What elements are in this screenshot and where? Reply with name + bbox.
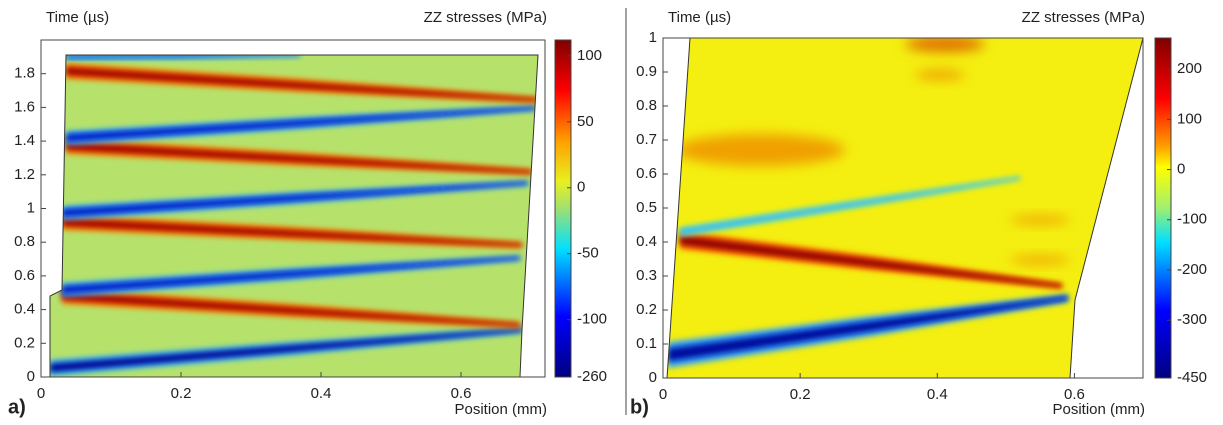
heatmap-field — [49, 54, 539, 378]
x-tick-label: 0 — [659, 386, 667, 403]
colorbar — [554, 39, 572, 378]
stress-band-core — [66, 67, 538, 102]
colorbar — [1154, 37, 1172, 379]
field-background — [50, 55, 538, 377]
colorbar-tick-label: 0 — [1177, 161, 1185, 178]
y-tick-label: 0.4 — [14, 301, 35, 318]
x-axis-label: Position (mm) — [454, 401, 547, 418]
x-tick-label: 0.4 — [311, 385, 332, 402]
stress-band-core — [62, 256, 520, 294]
y-tick-label: 1 — [27, 199, 35, 216]
x-tick-label: 0.4 — [927, 386, 948, 403]
y-tick-label: 0.3 — [636, 267, 657, 284]
x-axis-label: Position (mm) — [1052, 401, 1145, 418]
colorbar-tick-label: -50 — [577, 245, 599, 262]
stress-band-core — [62, 292, 520, 327]
y-tick-label: 1.4 — [14, 132, 35, 149]
y-tick-label: 0.4 — [636, 233, 657, 250]
stress-band-core — [668, 296, 1068, 362]
y-tick-label: 0.8 — [14, 233, 35, 250]
colorbar-tick-label: 100 — [1177, 110, 1202, 127]
panel-label: a) — [8, 396, 26, 418]
stress-band-core — [680, 235, 1062, 288]
stress-band-core — [66, 142, 532, 174]
stress-band-core — [62, 181, 528, 217]
stress-band-core — [62, 218, 522, 247]
y-tick-label: 0 — [27, 368, 35, 385]
colorbar-tick-label: -260 — [577, 368, 607, 385]
field-outline — [49, 54, 539, 378]
y-tick-label: 0.1 — [636, 335, 657, 352]
y-tick-label: 1.6 — [14, 98, 35, 115]
stress-blob — [905, 38, 985, 52]
field-background — [667, 38, 1143, 378]
x-tick-label: 0 — [37, 385, 45, 402]
colorbar-tick-label: 100 — [577, 47, 602, 64]
y-tick-label: 1.8 — [14, 65, 35, 82]
y-tick-label: 0.9 — [636, 63, 657, 80]
stress-blob — [1010, 256, 1070, 264]
y-tick-label: 1.2 — [14, 166, 35, 183]
stress-blob — [1010, 216, 1070, 224]
colorbar-tick-label: -450 — [1177, 369, 1207, 386]
y-tick-label: 0.2 — [636, 301, 657, 318]
colorbar-label: ZZ stresses (MPa) — [424, 9, 547, 26]
y-tick-label: 0.2 — [14, 334, 35, 351]
stress-blob — [915, 70, 965, 80]
y-tick-label: 0.6 — [14, 267, 35, 284]
stress-band-core — [66, 106, 536, 142]
colorbar-tick-label: -200 — [1177, 261, 1207, 278]
y-tick-label: 1 — [649, 29, 657, 46]
colorbar-tick-label: 0 — [577, 179, 585, 196]
colorbar-tick-label: 200 — [1177, 60, 1202, 77]
colorbar-tick-label: -300 — [1177, 311, 1207, 328]
stress-blob — [675, 134, 845, 166]
heatmap-field — [666, 37, 1144, 379]
x-tick-label: 0.6 — [451, 385, 472, 402]
y-tick-label: 0.7 — [636, 131, 657, 148]
y-tick-label: 0.8 — [636, 97, 657, 114]
y-axis-label: Time (µs) — [46, 9, 109, 26]
x-tick-label: 0.2 — [790, 386, 811, 403]
colorbar-tick-label: -100 — [1177, 211, 1207, 228]
stress-band-core — [50, 328, 522, 372]
y-tick-label: 0.6 — [636, 165, 657, 182]
colorbar-tick-label: -100 — [577, 311, 607, 328]
field-content — [667, 38, 1143, 378]
x-tick-label: 0.6 — [1064, 386, 1085, 403]
stress-band-core — [680, 177, 1020, 235]
colorbar-tick-label: 50 — [577, 113, 594, 130]
x-tick-label: 0.2 — [171, 385, 192, 402]
colorbar-label: ZZ stresses (MPa) — [1022, 9, 1145, 26]
y-tick-label: 0 — [649, 369, 657, 386]
y-tick-label: 0.5 — [636, 199, 657, 216]
panel-label: b) — [630, 396, 649, 418]
y-axis-label: Time (µs) — [668, 9, 731, 26]
field-content — [50, 55, 538, 377]
